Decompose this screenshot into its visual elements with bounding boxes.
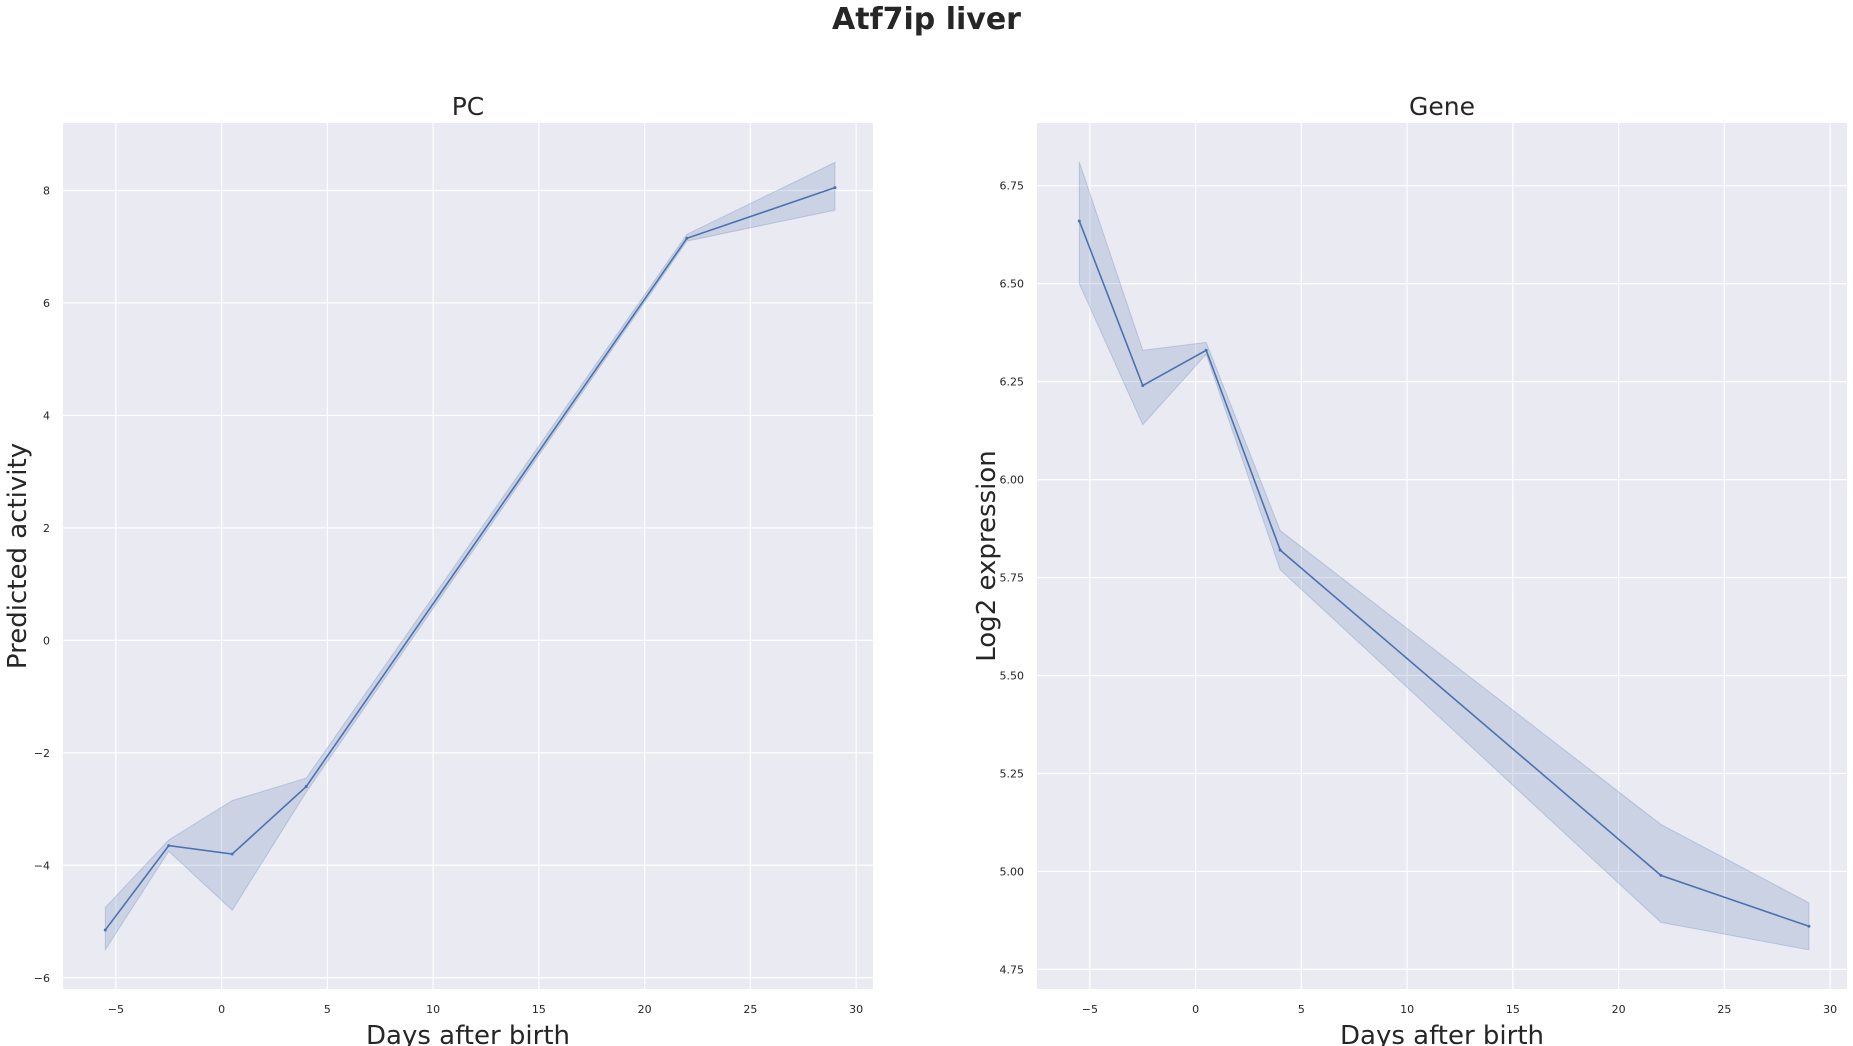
y-tick-label: −6 bbox=[34, 972, 50, 985]
data-point bbox=[685, 236, 689, 240]
y-axis-label: Log2 expression bbox=[972, 450, 1002, 662]
series-line bbox=[1078, 220, 1810, 928]
x-tick-label: 5 bbox=[324, 1003, 331, 1016]
x-tick-label: 10 bbox=[1400, 1003, 1414, 1016]
y-tick-label: 6.75 bbox=[1000, 180, 1025, 193]
y-tick-label: 0 bbox=[43, 634, 50, 647]
panel-pc: −5 0 5 10 15 20 25 30 −6 −4 −2 0 2 4 6 8 PC Days after bi… bbox=[3, 92, 873, 1046]
confidence-band bbox=[104, 161, 836, 952]
x-tick-label: 25 bbox=[1717, 1003, 1731, 1016]
data-point bbox=[1141, 384, 1145, 388]
data-point bbox=[103, 928, 107, 932]
y-tick-label: 6.25 bbox=[1000, 376, 1025, 389]
plot-area bbox=[1037, 123, 1847, 989]
y-tick-label: 5.00 bbox=[1000, 865, 1025, 878]
x-tick-label: 30 bbox=[1823, 1003, 1837, 1016]
x-tick-label: 15 bbox=[532, 1003, 546, 1016]
y-tick-label: −4 bbox=[34, 859, 50, 872]
x-tick-label: 25 bbox=[743, 1003, 757, 1016]
panel-title: PC bbox=[452, 92, 485, 121]
plot-area bbox=[63, 123, 873, 989]
y-tick-label: 6 bbox=[43, 297, 50, 310]
data-point bbox=[1077, 219, 1081, 223]
x-tick-label: 5 bbox=[1298, 1003, 1305, 1016]
data-point bbox=[1278, 548, 1282, 552]
y-tick-label: 6.50 bbox=[1000, 278, 1025, 291]
data-point bbox=[167, 844, 171, 848]
series-line bbox=[104, 186, 836, 931]
y-tick-label: 4.75 bbox=[1000, 963, 1025, 976]
panel-gene: −5 0 5 10 15 20 25 30 4.75 5.00 5.25 5.50 5.75 6.00 6.… bbox=[972, 92, 1847, 1046]
data-point bbox=[1659, 873, 1663, 877]
y-tick-label: 6.00 bbox=[1000, 474, 1025, 487]
x-tick-label: −5 bbox=[1082, 1003, 1098, 1016]
data-point bbox=[1204, 348, 1208, 352]
data-point bbox=[833, 186, 837, 190]
y-tick-label: 4 bbox=[43, 409, 50, 422]
y-tick-label: 8 bbox=[43, 184, 50, 197]
confidence-band bbox=[1078, 162, 1810, 951]
y-tick-label: 5.25 bbox=[1000, 767, 1025, 780]
x-tick-label: 15 bbox=[1506, 1003, 1520, 1016]
x-tick-label: 20 bbox=[638, 1003, 652, 1016]
y-tick-label: −2 bbox=[34, 747, 50, 760]
figure-title: Atf7ip liver bbox=[832, 2, 1021, 37]
panel-title: Gene bbox=[1409, 92, 1475, 121]
y-tick-label: 5.50 bbox=[1000, 670, 1025, 683]
y-tick-label: 5.75 bbox=[1000, 572, 1025, 585]
x-tick-label: 10 bbox=[426, 1003, 440, 1016]
x-tick-label: 30 bbox=[849, 1003, 863, 1016]
data-point bbox=[1807, 924, 1811, 928]
x-tick-label: −5 bbox=[108, 1003, 124, 1016]
x-tick-label: 20 bbox=[1612, 1003, 1626, 1016]
x-axis-label: Days after birth bbox=[1340, 1021, 1544, 1046]
x-tick-label: 0 bbox=[218, 1003, 225, 1016]
y-axis-label: Predicted activity bbox=[3, 443, 33, 669]
y-tick-label: 2 bbox=[43, 522, 50, 535]
x-tick-label: 0 bbox=[1192, 1003, 1199, 1016]
data-point bbox=[230, 852, 234, 856]
x-axis-label: Days after birth bbox=[366, 1021, 570, 1046]
data-point bbox=[304, 785, 308, 789]
